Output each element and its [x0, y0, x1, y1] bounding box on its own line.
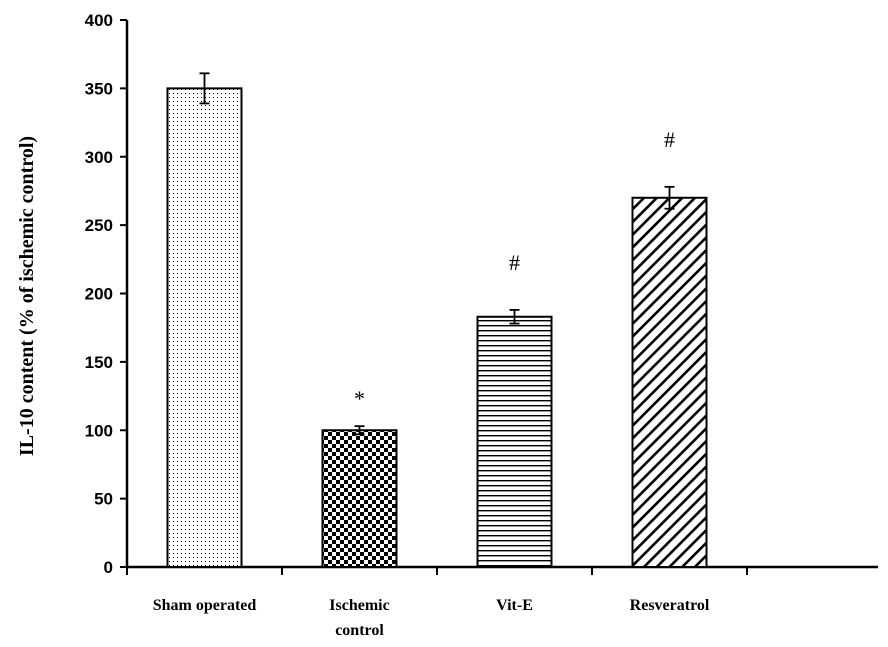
bar: [321, 429, 398, 568]
category-label: Resveratrol: [630, 597, 710, 614]
significance-marker: #: [664, 127, 675, 152]
category-label-line2: control: [335, 622, 384, 639]
y-tick-label: 400: [85, 11, 113, 30]
y-tick-label: 250: [85, 216, 113, 235]
category-label: Ischemic: [329, 597, 389, 614]
y-tick-label: 50: [94, 490, 113, 509]
bar: [166, 87, 243, 568]
category-label: Sham operated: [153, 597, 257, 614]
y-tick-label: 0: [104, 558, 113, 577]
y-tick-label: 300: [85, 148, 113, 167]
significance-marker: *: [354, 386, 365, 411]
bar: [476, 315, 553, 568]
y-tick-label: 150: [85, 353, 113, 372]
y-axis-title: IL-10 content (% of ischemic control): [16, 136, 38, 456]
significance-marker: #: [509, 250, 520, 275]
y-tick-label: 200: [85, 285, 113, 304]
y-tick-label: 350: [85, 79, 113, 98]
bar: [631, 196, 708, 568]
category-label: Vit-E: [496, 597, 533, 614]
y-tick-label: 100: [85, 421, 113, 440]
